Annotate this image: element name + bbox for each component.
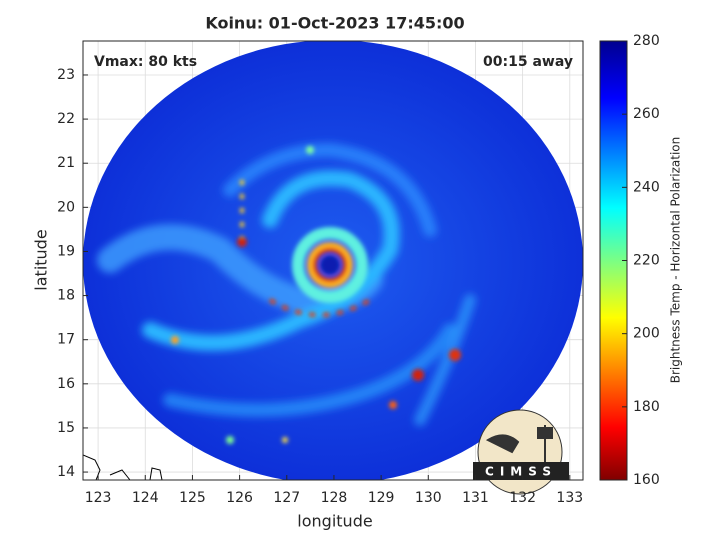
y-tick-label: 22: [57, 111, 75, 127]
y-tick-label: 17: [57, 332, 75, 348]
axes-frame: [82, 40, 584, 481]
colorbar-tick-label: 280: [633, 33, 660, 49]
colorbar-tick-label: 260: [633, 106, 660, 122]
x-tick-label: 124: [132, 490, 159, 506]
y-tick-label: 20: [57, 199, 75, 215]
x-tick-label: 132: [509, 490, 536, 506]
chart-title: Koinu: 01-Oct-2023 17:45:00: [205, 14, 464, 33]
y-tick-label: 23: [57, 67, 75, 83]
colorbar-tick-label: 160: [633, 472, 660, 488]
x-tick-label: 131: [462, 490, 489, 506]
y-tick-label: 18: [57, 288, 75, 304]
x-tick-label: 123: [85, 490, 112, 506]
colorbar-tick-label: 180: [633, 399, 660, 415]
x-tick-label: 125: [179, 490, 206, 506]
x-tick-label: 127: [273, 490, 300, 506]
y-tick-label: 19: [57, 243, 75, 259]
x-tick-label: 129: [368, 490, 395, 506]
colorbar-tick-label: 240: [633, 179, 660, 195]
x-tick-label: 128: [321, 490, 348, 506]
satellite-image: [83, 41, 583, 480]
x-tick-label: 133: [556, 490, 583, 506]
colorbar-tick-label: 200: [633, 326, 660, 342]
x-tick-label: 126: [226, 490, 253, 506]
logo: CIMSS: [473, 409, 569, 495]
y-tick-label: 14: [57, 464, 75, 480]
y-tick-label: 21: [57, 155, 75, 171]
colorbar-label: Brightness Temp - Horizontal Polarizatio…: [669, 137, 683, 384]
y-tick-label: 15: [57, 420, 75, 436]
y-tick-label: 16: [57, 376, 75, 392]
logo-text: CIMSS: [485, 465, 557, 479]
colorbar-tick-label: 220: [633, 253, 660, 269]
annotation: 00:15 away: [483, 54, 573, 70]
y-axis-label: latitude: [32, 229, 51, 290]
x-axis-label: longitude: [297, 512, 372, 531]
annotation: Vmax: 80 kts: [94, 54, 197, 70]
x-tick-label: 130: [415, 490, 442, 506]
